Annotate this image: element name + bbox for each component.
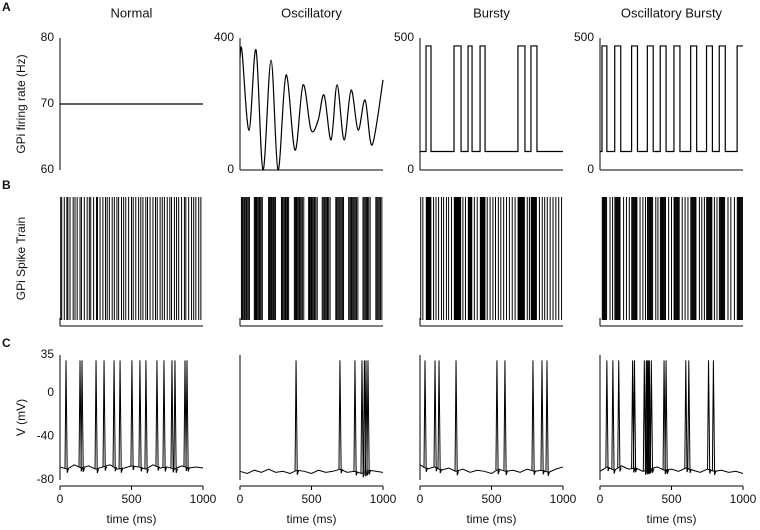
action-potential — [617, 360, 622, 472]
y-axis-label: V (mV) — [14, 399, 28, 436]
action-potential — [80, 360, 85, 473]
action-potential — [664, 360, 670, 475]
action-potential — [647, 360, 653, 474]
x-axis-label: time (ms) — [287, 512, 337, 526]
x-tick-label: 0 — [237, 492, 244, 506]
action-potential — [173, 360, 178, 474]
action-potential — [338, 360, 343, 474]
action-potential — [662, 360, 668, 475]
action-potential — [707, 360, 712, 474]
action-potential — [433, 360, 438, 472]
action-potential — [353, 360, 358, 476]
action-potential — [138, 360, 143, 472]
y-tick-label: -80 — [37, 472, 55, 486]
x-tick-label: 500 — [481, 492, 501, 506]
action-potential — [632, 360, 638, 473]
action-potential — [130, 360, 135, 471]
action-potential — [112, 360, 118, 472]
action-potential — [183, 360, 188, 472]
action-potential — [687, 360, 692, 474]
action-potential — [711, 360, 717, 476]
y-tick-label: 0 — [227, 162, 234, 176]
x-tick-label: 500 — [661, 492, 681, 506]
rate-line — [239, 46, 384, 171]
action-potential — [294, 360, 300, 475]
action-potential — [545, 360, 550, 477]
y-tick-label: 80 — [41, 30, 55, 44]
action-potential — [64, 360, 69, 473]
x-tick-label: 1000 — [730, 492, 757, 506]
y-tick-label: 500 — [394, 30, 414, 44]
x-tick-label: 0 — [597, 492, 604, 506]
action-potential — [611, 360, 616, 474]
column-title: Bursty — [473, 5, 510, 20]
y-tick-label: 0 — [407, 162, 414, 176]
panel-label: C — [2, 336, 11, 350]
x-axis-label: time (ms) — [107, 512, 157, 526]
voltage-trace — [419, 464, 564, 475]
panel-label: A — [2, 0, 11, 14]
action-potential — [366, 360, 371, 475]
x-tick-label: 0 — [417, 492, 424, 506]
action-potential — [540, 360, 545, 475]
rate-line — [420, 45, 563, 153]
action-potential — [78, 360, 83, 472]
action-potential — [605, 360, 610, 472]
x-tick-label: 500 — [301, 492, 321, 506]
action-potential — [185, 360, 190, 472]
y-tick-label: 0 — [47, 385, 54, 399]
x-tick-label: 1000 — [370, 492, 397, 506]
x-tick-label: 1000 — [550, 492, 577, 506]
x-tick-label: 500 — [121, 492, 141, 506]
action-potential — [94, 360, 100, 474]
y-tick-label: 0 — [587, 162, 594, 176]
x-tick-label: 0 — [57, 492, 64, 506]
action-potential — [649, 360, 655, 473]
x-axis-label: time (ms) — [647, 512, 697, 526]
y-tick-label: 35 — [41, 347, 55, 361]
y-tick-label: 400 — [214, 30, 234, 44]
y-axis-label: GPi firing rate (Hz) — [14, 54, 28, 153]
action-potential — [118, 360, 124, 473]
y-tick-label: 60 — [41, 162, 55, 176]
voltage-trace — [239, 468, 384, 475]
y-axis-label: GPi Spike Train — [14, 217, 28, 300]
action-potential — [495, 360, 500, 475]
x-axis-label: time (ms) — [467, 512, 517, 526]
action-potential — [684, 360, 689, 473]
y-tick-label: 70 — [41, 96, 55, 110]
voltage-trace — [599, 465, 744, 474]
voltage-trace — [59, 464, 204, 470]
action-potential — [531, 360, 536, 476]
action-potential — [437, 360, 442, 474]
action-potential — [170, 360, 175, 473]
y-tick-label: 500 — [574, 30, 594, 44]
x-tick-label: 1000 — [190, 492, 217, 506]
y-tick-label: -40 — [37, 429, 55, 443]
action-potential — [155, 360, 160, 471]
action-potential — [144, 360, 149, 474]
column-title: Oscillatory Bursty — [621, 5, 723, 20]
action-potential — [360, 360, 365, 478]
action-potential — [454, 360, 460, 476]
action-potential — [102, 360, 108, 471]
panel-label: B — [2, 178, 11, 192]
column-title: Oscillatory — [281, 5, 342, 20]
action-potential — [503, 360, 508, 476]
action-potential — [631, 360, 636, 473]
action-potential — [364, 360, 369, 476]
action-potential — [642, 360, 648, 476]
column-title: Normal — [111, 5, 153, 20]
action-potential — [162, 360, 167, 472]
action-potential — [423, 360, 428, 472]
rate-line — [600, 45, 743, 153]
